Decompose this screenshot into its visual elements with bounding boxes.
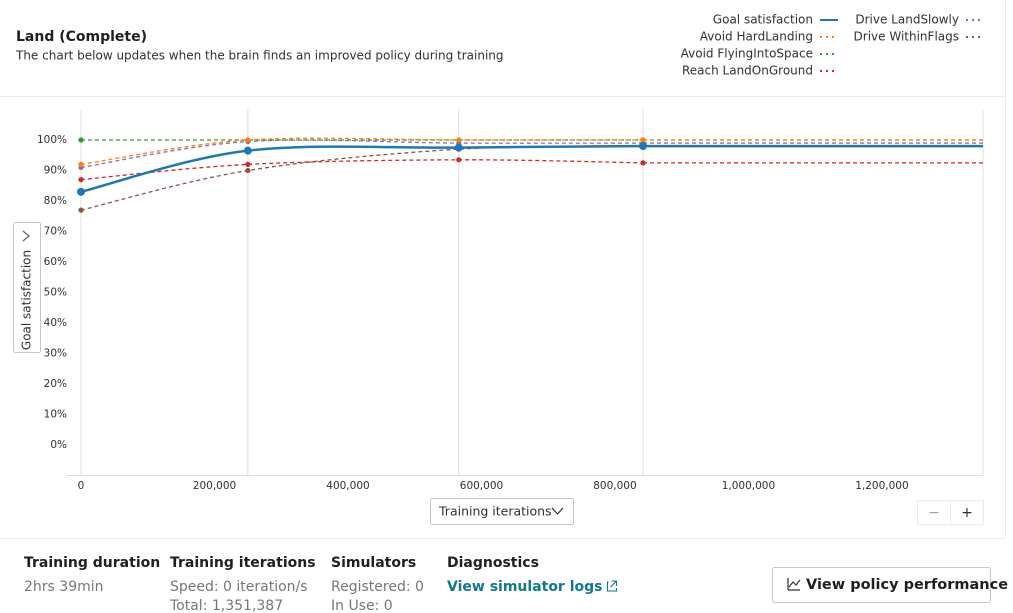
- point: [78, 137, 84, 143]
- plot: 0% 10% 20% 30% 40% 50% 60% 70% 80% 90% 100% 0 200,00…: [37, 109, 984, 492]
- legend-entry[interactable]: Drive LandSlowly: [855, 13, 984, 27]
- series-line: [80, 137, 644, 166]
- point: [640, 137, 646, 143]
- stats: Training duration 2hrs 39min Training iter…: [24, 555, 618, 613]
- stat-label: Diagnostics: [447, 555, 539, 571]
- stat-label: Simulators: [331, 555, 416, 571]
- point: [454, 143, 463, 152]
- stat-value: Total: 1,351,387: [169, 598, 283, 613]
- legend-label: Drive LandSlowly: [855, 13, 959, 27]
- x-tick-label: 1,000,000: [722, 480, 775, 492]
- x-tick-label: 600,000: [460, 480, 503, 492]
- x-dropdown[interactable]: Training iterations: [430, 498, 574, 525]
- x-tick-label: 400,000: [326, 480, 369, 492]
- point: [243, 146, 252, 155]
- chart-icon: [787, 578, 801, 591]
- stat-value: 2hrs 39min: [24, 579, 104, 595]
- y-label-box[interactable]: Goal satisfaction: [13, 222, 41, 353]
- x-tick-label: 200,000: [193, 480, 236, 492]
- legend-entry[interactable]: Goal satisfaction: [713, 13, 838, 27]
- x-axis-title: Training iterations: [438, 504, 552, 519]
- y-tick-label: 40%: [44, 317, 67, 329]
- point: [245, 137, 251, 143]
- point: [245, 161, 251, 167]
- chevron: [22, 230, 30, 242]
- point: [78, 161, 84, 167]
- series-line: [80, 144, 644, 194]
- y-tick-label: 0%: [50, 439, 67, 451]
- y-tick-label: 60%: [44, 256, 67, 268]
- point: [77, 187, 85, 196]
- simulator-logs-link[interactable]: View simulator logs: [447, 579, 602, 595]
- point: [456, 157, 462, 163]
- legend-label: Avoid HardLanding: [700, 30, 813, 44]
- y-tick-label: 30%: [44, 348, 67, 360]
- legend-entry[interactable]: Reach LandOnGround: [682, 64, 838, 78]
- stat-label: Training duration: [24, 555, 160, 571]
- legend-entry[interactable]: Avoid HardLanding: [700, 30, 838, 44]
- stat-value: In Use: 0: [331, 598, 393, 613]
- series-line: [80, 145, 644, 211]
- legend-label: Drive WithinFlags: [854, 30, 959, 44]
- point: [639, 142, 648, 151]
- legend-entry[interactable]: Avoid FlyingIntoSpace: [681, 47, 838, 61]
- point: [456, 137, 462, 143]
- zoom-out[interactable]: −: [928, 505, 940, 521]
- series-line: [80, 159, 644, 181]
- point: [78, 207, 84, 213]
- subtitle: The chart below updates when the brain f…: [15, 49, 504, 63]
- point: [245, 167, 251, 174]
- dropdown-chevron: [551, 507, 564, 515]
- legend-entry[interactable]: Drive WithinFlags: [854, 30, 984, 44]
- stat-value: Registered: 0: [331, 579, 424, 595]
- series-line: [80, 139, 644, 169]
- point: [78, 177, 84, 183]
- button-frame[interactable]: [772, 567, 991, 603]
- policy-button[interactable]: View policy performance: [772, 567, 1009, 603]
- y-tick-label: 80%: [44, 195, 67, 207]
- x-tick-label: 1,200,000: [855, 480, 908, 492]
- button-label: View policy performance: [806, 577, 1008, 593]
- point: [640, 160, 646, 166]
- y-tick-label: 20%: [44, 378, 67, 390]
- y-tick-label: 100%: [37, 134, 67, 146]
- legend-label: Goal satisfaction: [713, 13, 813, 27]
- stat-label: Training iterations: [170, 555, 316, 571]
- y-label-frame[interactable]: [13, 222, 41, 353]
- y-tick-label: 10%: [44, 409, 67, 421]
- y-tick-label: 50%: [44, 287, 67, 299]
- y-axis-title: Goal satisfaction: [20, 250, 34, 350]
- y-tick-label: 90%: [44, 165, 67, 177]
- legend-label: Reach LandOnGround: [682, 64, 813, 78]
- legend-label: Avoid FlyingIntoSpace: [681, 47, 813, 61]
- external-icon: [606, 580, 618, 592]
- x-tick-label: 0: [78, 480, 85, 492]
- x-tick-label: 800,000: [593, 480, 636, 492]
- stat-value: Speed: 0 iteration/s: [170, 579, 308, 595]
- y-tick-label: 70%: [44, 226, 67, 238]
- title: Land (Complete): [16, 29, 147, 45]
- zoom-in[interactable]: +: [961, 505, 973, 521]
- dropdown-frame[interactable]: [430, 498, 574, 525]
